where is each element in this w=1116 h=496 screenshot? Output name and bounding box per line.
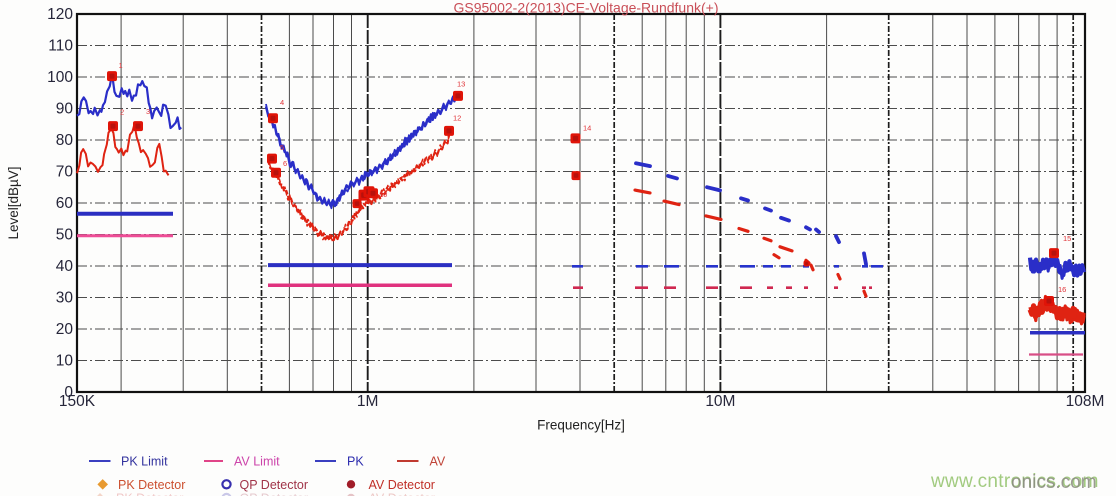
svg-text:PK Detector: PK Detector — [118, 478, 185, 492]
svg-text:PK Detector: PK Detector — [116, 492, 183, 496]
svg-text:1: 1 — [119, 61, 123, 70]
svg-text:14: 14 — [583, 124, 591, 133]
svg-text:onics.com: onics.com — [1011, 472, 1097, 493]
svg-text:QP Detector: QP Detector — [240, 492, 309, 496]
svg-text:5: 5 — [280, 143, 284, 152]
svg-text:108M: 108M — [1066, 393, 1105, 410]
svg-text:10M: 10M — [705, 393, 735, 410]
svg-text:GS95002-2(2013)CE-Voltage-Rund: GS95002-2(2013)CE-Voltage-Rundfunk(+) — [454, 0, 719, 16]
svg-text:AV Limit: AV Limit — [234, 455, 280, 469]
svg-text:QP Detector: QP Detector — [240, 478, 309, 492]
svg-text:16: 16 — [1058, 285, 1066, 294]
svg-text:70: 70 — [56, 164, 74, 181]
svg-text:3: 3 — [146, 107, 150, 116]
svg-text:80: 80 — [56, 132, 74, 149]
svg-text:PK Limit: PK Limit — [121, 455, 168, 469]
svg-text:PK: PK — [347, 455, 364, 469]
svg-text:40: 40 — [56, 258, 74, 275]
svg-text:15: 15 — [1063, 234, 1071, 243]
svg-text:10: 10 — [56, 353, 74, 370]
svg-text:13: 13 — [457, 80, 465, 89]
svg-text:50: 50 — [56, 227, 74, 244]
svg-text:10: 10 — [379, 190, 387, 199]
svg-text:6: 6 — [283, 159, 287, 168]
svg-text:Frequency[Hz]: Frequency[Hz] — [537, 418, 625, 433]
svg-text:120: 120 — [47, 6, 73, 23]
svg-text:AV Detector: AV Detector — [369, 478, 435, 492]
svg-text:www.cntronics.com: www.cntronics.com — [930, 471, 1099, 492]
svg-text:2: 2 — [120, 108, 124, 117]
svg-text:60: 60 — [56, 195, 74, 212]
svg-text:150K: 150K — [59, 393, 96, 410]
svg-text:AV: AV — [430, 455, 446, 469]
svg-text:12: 12 — [453, 114, 461, 123]
svg-text:110: 110 — [48, 38, 73, 55]
svg-text:1M: 1M — [357, 393, 379, 410]
svg-text:0: 0 — [64, 384, 73, 401]
svg-text:30: 30 — [56, 290, 74, 307]
svg-text:100: 100 — [47, 69, 73, 86]
svg-text:20: 20 — [56, 321, 74, 338]
svg-text:Level[dBµV]: Level[dBµV] — [6, 166, 21, 239]
svg-text:90: 90 — [56, 101, 74, 118]
svg-text:AV Detector: AV Detector — [369, 492, 435, 496]
svg-text:4: 4 — [280, 98, 284, 107]
